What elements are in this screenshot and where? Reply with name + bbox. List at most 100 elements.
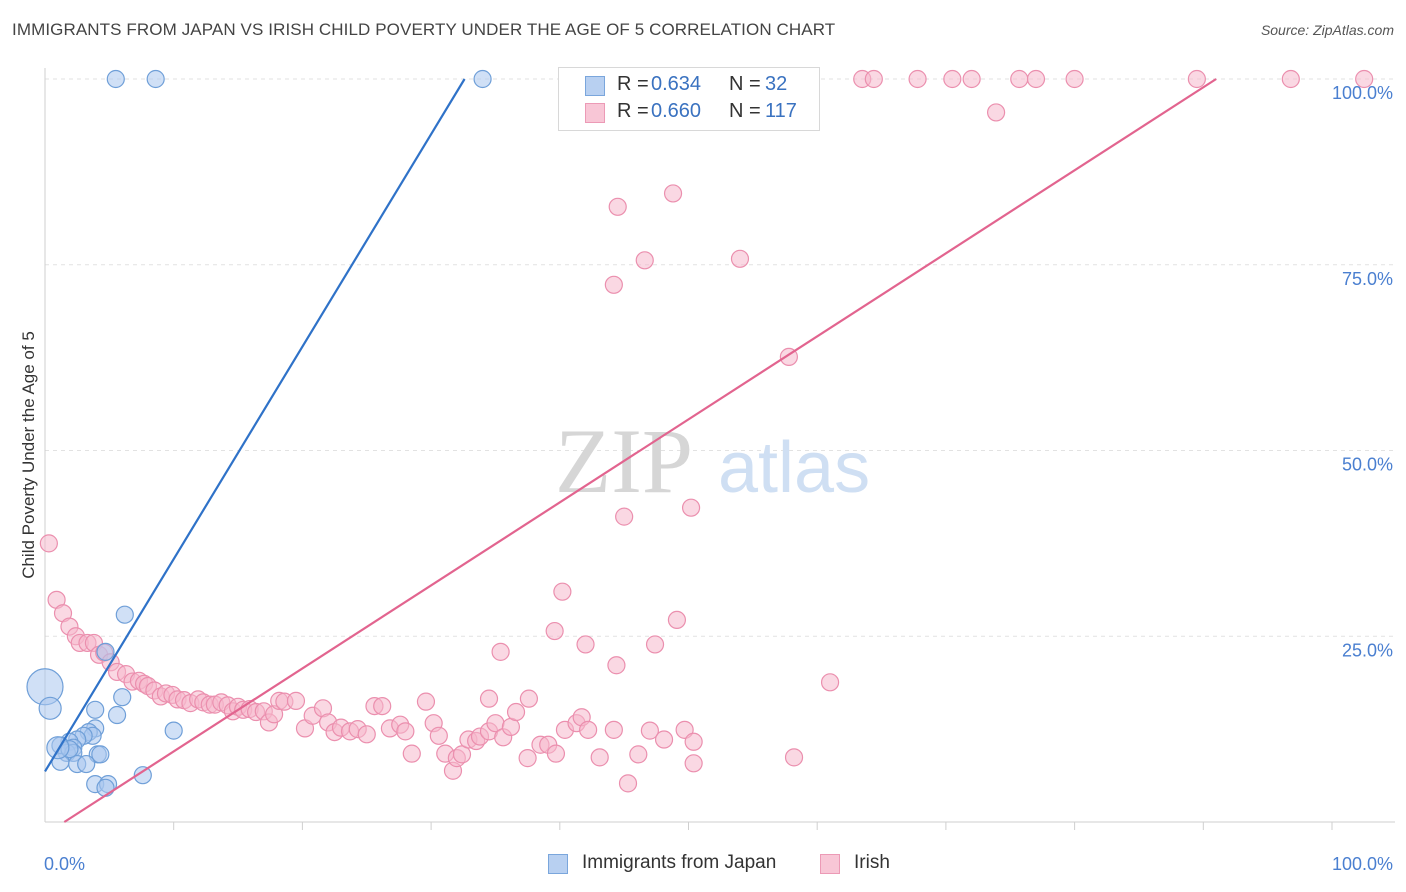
irish-point bbox=[864, 69, 883, 89]
japan-r-value: 0.634 bbox=[651, 73, 702, 95]
legend-row-japan: R = 0.634 N = 32 bbox=[559, 73, 819, 99]
japan-n-value: 32 bbox=[765, 73, 788, 95]
irish-point bbox=[546, 744, 566, 763]
y-axis-label: Child Poverty Under the Age of 5 bbox=[19, 331, 38, 579]
irish-point bbox=[545, 621, 564, 641]
irish-point bbox=[607, 656, 626, 675]
japan-point bbox=[146, 69, 165, 89]
legend-japan-label: Immigrants from Japan bbox=[582, 852, 777, 873]
irish-series bbox=[39, 69, 1374, 793]
legend-row-irish: R = 0.660 N = 117 bbox=[559, 100, 819, 126]
irish-n-label: N = bbox=[729, 100, 761, 122]
y-tick-label: 75.0% bbox=[1342, 269, 1393, 289]
japan-n-label: N = bbox=[729, 73, 761, 95]
japan-point bbox=[133, 766, 152, 785]
x-tick-label: 0.0% bbox=[44, 854, 85, 874]
irish-point bbox=[962, 69, 981, 89]
japan-point bbox=[91, 745, 110, 764]
tick-labels: 25.0% 50.0% 75.0% 100.0% 0.0% 100.0% bbox=[44, 83, 1393, 874]
gridlines bbox=[45, 78, 1395, 637]
irish-point bbox=[576, 635, 595, 654]
irish-point bbox=[1281, 69, 1300, 89]
japan-point bbox=[113, 688, 132, 707]
irish-point bbox=[730, 249, 750, 268]
irish-point bbox=[640, 721, 659, 740]
japan-point bbox=[107, 705, 127, 725]
irish-point bbox=[604, 275, 623, 294]
legend-irish-swatch bbox=[820, 854, 840, 874]
legend-irish-label: Irish bbox=[854, 852, 890, 873]
japan-point bbox=[46, 736, 70, 760]
irish-point bbox=[1355, 69, 1374, 89]
japan-trend-line bbox=[44, 78, 466, 773]
irish-point bbox=[416, 692, 436, 711]
irish-r-value: 0.660 bbox=[651, 100, 702, 122]
irish-point bbox=[373, 696, 392, 716]
japan-swatch bbox=[585, 76, 605, 96]
irish-n-value: 117 bbox=[765, 100, 797, 122]
irish-point bbox=[1010, 69, 1029, 89]
irish-point bbox=[1187, 69, 1206, 89]
irish-point bbox=[590, 748, 609, 767]
watermark-atlas: atlas bbox=[718, 428, 870, 508]
irish-point bbox=[579, 720, 598, 739]
japan-point bbox=[96, 642, 115, 661]
x-tick-label: 100.0% bbox=[1332, 854, 1393, 874]
irish-point bbox=[645, 635, 665, 654]
irish-point bbox=[396, 722, 415, 741]
irish-point bbox=[635, 251, 654, 270]
irish-point bbox=[615, 507, 634, 526]
source-label: Source: ZipAtlas.com bbox=[1260, 22, 1394, 38]
irish-point bbox=[479, 689, 499, 708]
irish-point bbox=[1065, 69, 1084, 89]
irish-point bbox=[553, 582, 572, 601]
irish-point bbox=[604, 720, 623, 739]
irish-point bbox=[506, 702, 526, 722]
irish-point bbox=[667, 610, 687, 630]
irish-point bbox=[663, 184, 683, 203]
irish-point bbox=[286, 691, 306, 710]
irish-point bbox=[943, 69, 962, 89]
legend-japan-swatch bbox=[548, 854, 568, 874]
irish-point bbox=[681, 498, 701, 517]
irish-point bbox=[820, 673, 840, 692]
irish-point bbox=[784, 748, 804, 767]
irish-point bbox=[618, 774, 638, 793]
correlation-legend: R = 0.634 N = 32 R = 0.660 N = 117 bbox=[558, 67, 820, 131]
irish-point bbox=[629, 745, 648, 764]
irish-point bbox=[429, 726, 448, 745]
japan-point bbox=[77, 754, 96, 774]
irish-point bbox=[908, 69, 927, 89]
japan-series bbox=[26, 69, 492, 797]
trend-lines bbox=[44, 78, 1217, 823]
irish-point bbox=[986, 103, 1006, 122]
irish-swatch bbox=[585, 103, 605, 123]
irish-point bbox=[491, 642, 510, 661]
irish-point bbox=[518, 749, 537, 768]
y-tick-label: 25.0% bbox=[1342, 640, 1393, 660]
irish-point bbox=[684, 754, 703, 773]
japan-point bbox=[96, 778, 115, 797]
irish-point bbox=[39, 534, 58, 553]
japan-point bbox=[115, 605, 134, 624]
japan-point bbox=[38, 696, 62, 720]
irish-r-label: R = bbox=[617, 100, 649, 122]
japan-r-label: R = bbox=[617, 73, 649, 95]
irish-point bbox=[519, 689, 539, 708]
watermark: ZIP atlas bbox=[555, 410, 870, 512]
irish-point bbox=[608, 197, 627, 216]
irish-point bbox=[1026, 69, 1046, 89]
japan-point bbox=[473, 69, 492, 89]
irish-point bbox=[402, 744, 421, 763]
irish-point bbox=[684, 732, 703, 751]
irish-point bbox=[654, 730, 674, 749]
irish-trend-line bbox=[63, 78, 1217, 823]
irish-point bbox=[357, 725, 376, 744]
japan-point bbox=[164, 721, 183, 740]
japan-point bbox=[86, 700, 105, 719]
japan-point bbox=[106, 69, 125, 89]
chart-title: IMMIGRANTS FROM JAPAN VS IRISH CHILD POV… bbox=[12, 20, 836, 39]
y-tick-label: 100.0% bbox=[1332, 83, 1393, 103]
y-tick-label: 50.0% bbox=[1342, 455, 1393, 475]
